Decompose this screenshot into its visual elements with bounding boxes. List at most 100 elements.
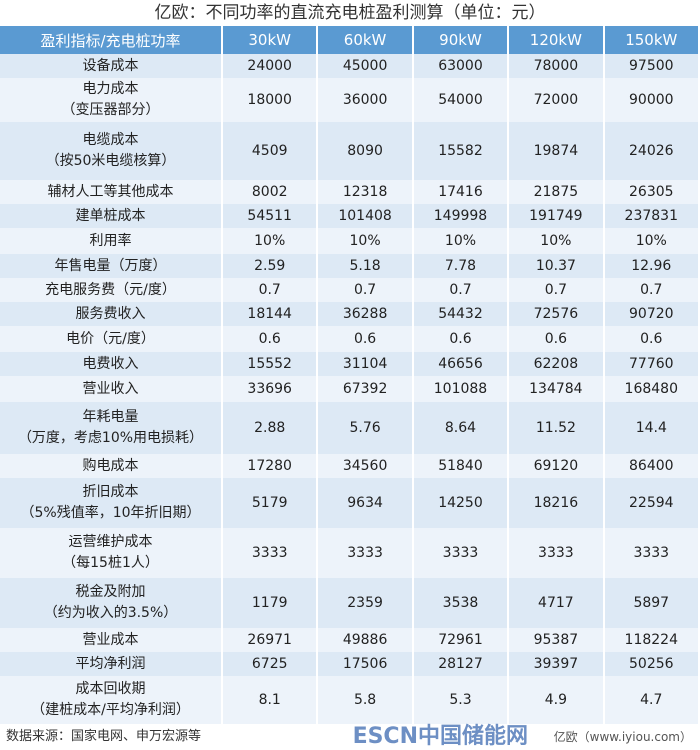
credit: 亿欧（www.iyiou.com） — [553, 730, 692, 744]
row-label: 年耗电量 （万度，考虑10%用电损耗） — [0, 402, 223, 454]
row-label-line: 充电服务费（元/度） — [45, 281, 176, 298]
cell-value: 0.7 — [412, 278, 510, 302]
table-row: 电力成本 （变压器部分） 18000 36000 54000 72000 90000 — [0, 78, 700, 122]
row-label-line: 年耗电量 — [82, 409, 139, 425]
row-label: 电缆成本 （按50米电缆核算） — [0, 122, 223, 180]
row-label: 平均净利润 — [0, 652, 223, 676]
cell-value: 191749 — [508, 204, 605, 228]
cell-value: 17506 — [317, 652, 414, 676]
cell-value: 6725 — [222, 652, 319, 676]
table-row: 税金及附加 （约为收入的3.5%） 1179 2359 3538 4717 5897 — [0, 578, 700, 628]
cell-value: 24026 — [603, 122, 700, 180]
table-row: 年耗电量 （万度，考虑10%用电损耗） 2.88 5.76 8.64 11.52 14.4 — [0, 402, 700, 454]
row-label: 年售电量（万度） — [0, 254, 223, 278]
profit-table: 盈利指标/充电桩功率 30kW 60kW 90kW 120kW 150kW 设备成本 240… — [0, 26, 700, 724]
row-label: 运营维护成本 （每15桩1人） — [0, 528, 223, 578]
row-label: 服务费收入 — [0, 302, 223, 326]
cell-value: 22594 — [603, 478, 700, 528]
row-label: 辅材人工等其他成本 — [0, 180, 223, 204]
cell-value: 51840 — [412, 454, 510, 478]
cell-value: 46656 — [412, 352, 510, 376]
row-label: 设备成本 — [0, 54, 223, 78]
row-label: 充电服务费（元/度） — [0, 278, 223, 302]
cell-value: 0.7 — [222, 278, 319, 302]
row-label: 电价（元/度） — [0, 326, 223, 352]
cell-value: 63000 — [412, 54, 510, 78]
table-row: 辅材人工等其他成本 8002 12318 17416 21875 26305 — [0, 180, 700, 204]
table-row: 电费收入 15552 31104 46656 62208 77760 — [0, 352, 700, 376]
cell-value: 36288 — [317, 302, 414, 326]
row-label-line: 成本回收期 — [75, 681, 146, 697]
row-label-line: 电费收入 — [82, 355, 139, 372]
cell-value: 39397 — [508, 652, 605, 676]
cell-value: 8.1 — [222, 676, 319, 724]
cell-value: 95387 — [508, 628, 605, 652]
cell-value: 62208 — [508, 352, 605, 376]
cell-value: 49886 — [317, 628, 414, 652]
table-row: 平均净利润 6725 17506 28127 39397 50256 — [0, 652, 700, 676]
cell-value: 72961 — [412, 628, 510, 652]
table-row: 运营维护成本 （每15桩1人） 3333 3333 3333 3333 3333 — [0, 528, 700, 578]
table-row: 购电成本 17280 34560 51840 69120 86400 — [0, 454, 700, 478]
cell-value: 8002 — [222, 180, 319, 204]
table-row: 营业成本 26971 49886 72961 95387 118224 — [0, 628, 700, 652]
cell-value: 237831 — [603, 204, 700, 228]
row-label: 营业成本 — [0, 628, 223, 652]
cell-value: 0.7 — [317, 278, 414, 302]
cell-value: 34560 — [317, 454, 414, 478]
row-label-line: （约为收入的3.5%） — [43, 605, 178, 621]
cell-value: 2.59 — [222, 254, 319, 278]
cell-value: 31104 — [317, 352, 414, 376]
row-label: 建单桩成本 — [0, 204, 223, 228]
column-header: 60kW — [317, 26, 414, 54]
cell-value: 14250 — [412, 478, 510, 528]
row-label-line: 营业收入 — [82, 380, 139, 397]
cell-value: 26971 — [222, 628, 319, 652]
cell-value: 5.76 — [317, 402, 414, 454]
cell-value: 10% — [508, 228, 605, 254]
table-row: 电价（元/度） 0.6 0.6 0.6 0.6 0.6 — [0, 326, 700, 352]
cell-value: 2359 — [317, 578, 414, 628]
row-label-line: 税金及附加 — [75, 584, 146, 600]
cell-value: 54000 — [412, 78, 510, 122]
cell-value: 118224 — [603, 628, 700, 652]
cell-value: 168480 — [603, 376, 700, 402]
row-label-line: 年售电量（万度） — [54, 257, 167, 274]
row-label: 购电成本 — [0, 454, 223, 478]
table-row: 服务费收入 18144 36288 54432 72576 90720 — [0, 302, 700, 326]
cell-value: 78000 — [508, 54, 605, 78]
cell-value: 0.6 — [508, 326, 605, 352]
row-label: 税金及附加 （约为收入的3.5%） — [0, 578, 223, 628]
row-label-line: 平均净利润 — [75, 655, 146, 672]
row-label-line: （按50米电缆核算） — [45, 153, 176, 169]
cell-value: 18000 — [222, 78, 319, 122]
cell-value: 72000 — [508, 78, 605, 122]
cell-value: 8.64 — [412, 402, 510, 454]
row-label: 折旧成本 （5%残值率，10年折旧期） — [0, 478, 223, 528]
row-label-line: （5%残值率，10年折旧期） — [20, 505, 201, 521]
column-header: 30kW — [222, 26, 319, 54]
cell-value: 2.88 — [222, 402, 319, 454]
cell-value: 0.6 — [412, 326, 510, 352]
cell-value: 3333 — [412, 528, 510, 578]
row-label-line: 辅材人工等其他成本 — [47, 183, 174, 200]
cell-value: 72576 — [508, 302, 605, 326]
table-title: 亿欧：不同功率的直流充电桩盈利测算（单位：元） — [154, 3, 546, 23]
row-label-line: 营业成本 — [82, 631, 139, 648]
cell-value: 9634 — [317, 478, 414, 528]
cell-value: 5.3 — [412, 676, 510, 724]
cell-value: 134784 — [508, 376, 605, 402]
table-row: 建单桩成本 54511 101408 149998 191749 237831 — [0, 204, 700, 228]
cell-value: 5.8 — [317, 676, 414, 724]
cell-value: 12318 — [317, 180, 414, 204]
table-row: 成本回收期 （建桩成本/平均净利润） 8.1 5.8 5.3 4.9 4.7 — [0, 676, 700, 724]
cell-value: 45000 — [317, 54, 414, 78]
cell-value: 10% — [317, 228, 414, 254]
cell-value: 17280 — [222, 454, 319, 478]
cell-value: 15582 — [412, 122, 510, 180]
cell-value: 0.7 — [508, 278, 605, 302]
cell-value: 54432 — [412, 302, 510, 326]
cell-value: 15552 — [222, 352, 319, 376]
cell-value: 69120 — [508, 454, 605, 478]
column-header: 150kW — [603, 26, 700, 54]
